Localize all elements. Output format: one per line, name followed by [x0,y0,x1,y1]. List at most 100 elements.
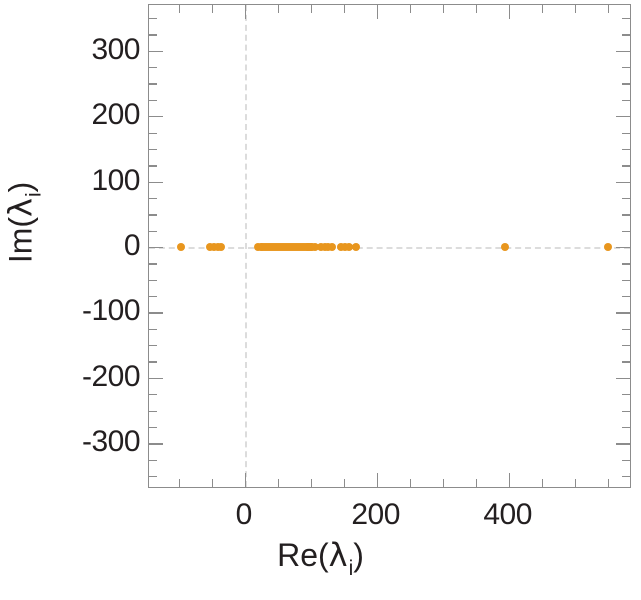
tick-mark [244,5,246,19]
tick-mark [622,328,630,331]
tick-mark [149,116,163,118]
tick-mark [149,263,157,265]
y-axis-title: Im(λi) [2,102,47,342]
tick-mark [622,34,630,36]
tick-mark [149,34,157,36]
tick-mark [149,312,163,314]
x-axis-lambda-symbol: λ [328,536,348,574]
tick-mark [622,67,630,69]
y-axis-lambda-symbol: λ [1,198,40,217]
tick-mark [622,132,630,134]
tick-mark [574,479,576,487]
tick-mark [622,459,630,461]
x-tick-label: 400 [483,498,532,531]
tick-mark [149,459,157,461]
tick-mark [244,473,246,487]
data-point [328,243,337,251]
y-tick-label: 100 [91,163,140,197]
tick-mark [622,99,630,102]
tick-mark [442,5,444,13]
tick-mark [149,279,157,281]
tick-mark [607,479,609,487]
tick-mark [409,479,411,487]
tick-mark [541,5,543,13]
tick-mark [149,345,157,347]
data-point [216,243,225,251]
x-axis-title: Re(λi) [0,536,641,581]
tick-mark [622,345,630,347]
x-tick-label: 0 [235,498,253,531]
tick-mark [211,479,213,487]
tick-mark [149,132,157,134]
tick-mark [508,473,510,487]
tick-mark [149,410,157,412]
tick-mark [409,5,411,13]
tick-mark [178,5,180,13]
tick-mark [149,99,157,102]
plot-frame [148,4,631,488]
y-tick-label: -200 [81,359,141,393]
tick-mark [475,479,477,487]
tick-mark [149,148,157,151]
tick-mark [310,479,312,487]
data-point [344,243,353,251]
tick-mark [343,5,345,13]
data-point [323,243,332,251]
tick-mark [149,361,157,363]
tick-mark [149,165,157,167]
tick-mark [149,377,163,380]
tick-mark [442,479,444,487]
tick-mark [475,5,477,13]
tick-mark [149,426,157,429]
tick-mark [277,5,279,13]
tick-mark [149,214,157,216]
tick-mark [616,312,630,314]
data-point [176,243,185,251]
tick-mark [607,5,609,13]
tick-mark [149,296,157,298]
data-point [501,243,510,251]
tick-mark [622,230,630,232]
zero-imag-reference-line [149,247,630,249]
y-tick-label: 0 [123,229,141,262]
y-axis-title-prefix: Im( [2,216,39,264]
tick-mark [149,443,163,445]
tick-mark [616,377,630,380]
tick-mark [622,18,630,20]
tick-mark [622,426,630,429]
tick-mark [622,148,630,151]
tick-mark [310,5,312,13]
y-tick-label: -300 [81,425,141,459]
data-point [310,243,319,251]
tick-mark [211,5,213,13]
y-tick-label: -100 [81,294,141,328]
tick-mark [149,230,157,232]
x-tick-label: 200 [351,498,400,531]
tick-mark [149,394,157,396]
tick-mark [149,475,157,478]
tick-mark [343,479,345,487]
tick-mark [149,197,157,200]
x-axis-subscript: i [348,556,354,580]
tick-mark [149,247,163,249]
tick-mark [574,5,576,13]
y-tick-label: 200 [91,98,140,132]
x-axis-title-suffix: ) [353,537,364,573]
tick-mark [622,263,630,265]
tick-mark [149,328,157,331]
tick-mark [376,5,378,19]
y-axis-subscript: i [22,192,46,197]
tick-mark [622,197,630,200]
tick-mark [622,410,630,412]
y-axis-title-suffix: ) [2,181,39,193]
tick-mark [149,50,163,53]
data-point [351,243,360,251]
tick-mark [622,475,630,478]
x-axis-title-prefix: Re( [277,537,329,573]
tick-mark [541,479,543,487]
tick-mark [149,18,157,20]
tick-mark [616,443,630,445]
tick-mark [616,50,630,53]
tick-mark [616,247,630,249]
